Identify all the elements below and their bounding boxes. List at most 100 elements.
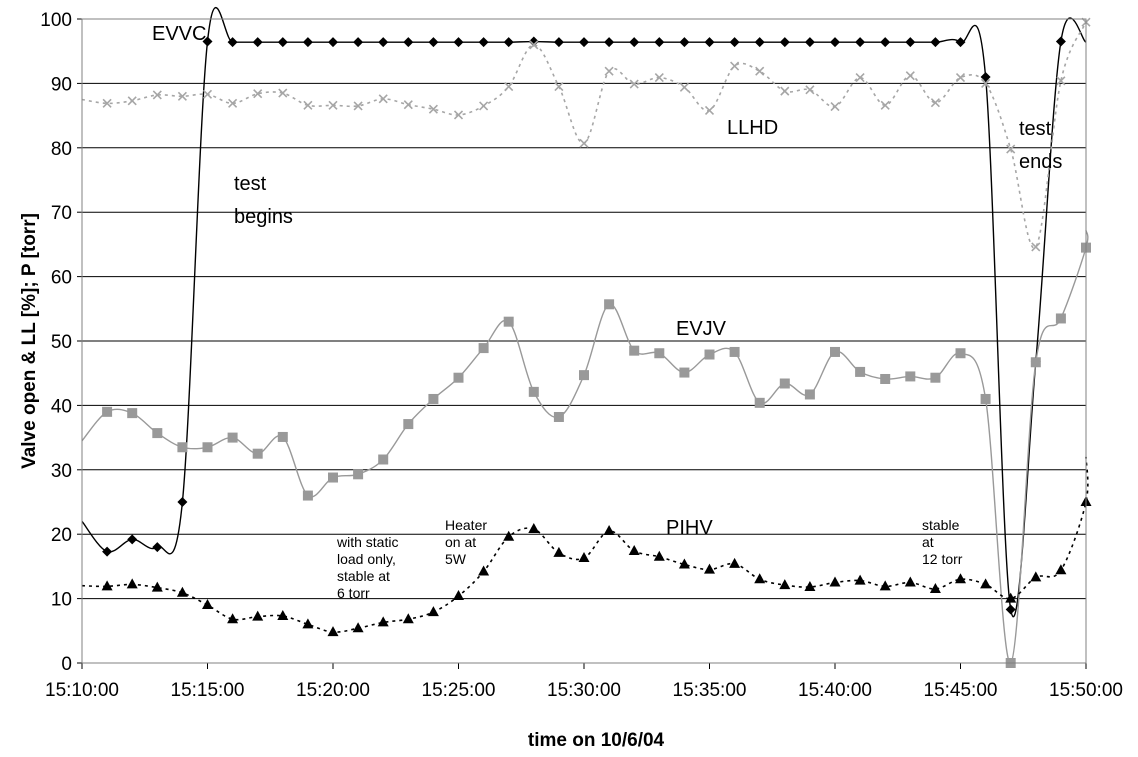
- data-point-evvc: [328, 37, 338, 48]
- data-point-pihv: [678, 558, 690, 569]
- data-point-llhd: [453, 110, 464, 120]
- annotation-heater: Heater on at 5W: [445, 517, 491, 567]
- data-point-evjv: [152, 428, 163, 439]
- data-point-llhd: [353, 101, 363, 111]
- data-point-pihv: [252, 610, 264, 621]
- data-point-evvc: [679, 37, 690, 48]
- data-point-llhd: [177, 91, 187, 101]
- series-label-llhd: LLHD: [727, 117, 778, 139]
- data-point-evjv: [930, 372, 941, 383]
- data-point-pihv: [352, 622, 364, 633]
- data-point-evjv: [378, 454, 389, 465]
- data-point-pihv: [176, 586, 188, 597]
- data-point-pihv: [578, 552, 590, 563]
- series-pihv: [81, 456, 1092, 637]
- data-point-evjv: [1055, 313, 1066, 324]
- data-point-evvc: [378, 37, 389, 48]
- data-point-pihv: [603, 524, 615, 535]
- data-point-pihv: [704, 563, 715, 574]
- y-axis-title: Valve open & LL [%]; P [torr]: [19, 213, 40, 469]
- series-evjv: [81, 230, 1091, 668]
- data-point-llhd: [805, 85, 815, 95]
- data-point-evvc: [830, 37, 840, 48]
- data-point-evvc: [403, 37, 414, 48]
- data-point-llhd: [629, 79, 639, 89]
- data-point-pihv: [628, 544, 640, 555]
- data-point-evvc: [880, 37, 891, 48]
- y-tick-label: 30: [51, 461, 72, 482]
- data-point-llhd: [328, 100, 338, 110]
- data-point-evjv: [754, 397, 765, 408]
- data-point-evvc: [553, 37, 564, 48]
- data-point-llhd: [127, 96, 137, 106]
- data-point-llhd: [278, 88, 288, 98]
- data-point-llhd: [930, 98, 940, 108]
- data-point-evvc: [252, 37, 263, 48]
- data-point-llhd: [905, 71, 915, 81]
- data-point-evjv: [654, 348, 665, 359]
- data-point-llhd: [403, 100, 413, 110]
- data-point-llhd: [228, 98, 238, 108]
- data-point-pihv: [427, 606, 439, 617]
- data-point-evvc: [579, 37, 589, 48]
- data-point-evjv: [629, 345, 640, 356]
- data-point-evjv: [403, 419, 414, 430]
- plot-area-frame: [81, 18, 1087, 664]
- series-evvc: [81, 7, 1087, 618]
- y-tick-label: 70: [51, 203, 72, 224]
- data-point-evvc: [177, 497, 188, 507]
- data-point-llhd: [955, 73, 966, 83]
- series-layer: [81, 7, 1092, 668]
- data-point-llhd: [428, 104, 438, 114]
- data-point-llhd: [604, 66, 614, 76]
- data-point-evvc: [202, 36, 213, 47]
- data-point-pihv: [929, 582, 941, 593]
- data-point-evvc: [127, 534, 138, 545]
- data-point-pihv: [1055, 564, 1067, 575]
- data-point-evjv: [252, 448, 263, 459]
- data-point-evvc: [478, 37, 489, 48]
- data-point-evvc: [152, 542, 163, 553]
- data-point-llhd: [253, 89, 263, 99]
- data-point-pihv: [151, 581, 163, 592]
- y-tick-label: 50: [51, 332, 72, 353]
- data-point-llhd: [152, 90, 162, 100]
- data-point-evvc: [528, 36, 539, 47]
- data-point-evjv: [830, 346, 840, 357]
- data-point-pihv: [804, 581, 816, 592]
- data-point-evjv: [779, 378, 790, 389]
- data-point-evjv: [277, 431, 288, 442]
- data-point-evjv: [1030, 357, 1041, 368]
- x-tick-label: 15:30:00: [547, 680, 621, 701]
- data-point-llhd: [1031, 242, 1041, 252]
- data-point-evjv: [478, 343, 489, 354]
- data-point-pihv: [553, 546, 565, 557]
- data-point-pihv: [955, 573, 966, 584]
- y-axis-tick-labels: 0 10 20 30 40 50 60 70 80 90 100: [40, 10, 82, 675]
- data-point-evvc: [102, 546, 113, 557]
- data-point-pihv: [503, 530, 515, 541]
- data-point-pihv: [101, 580, 113, 591]
- x-axis-tick-labels: 15:10:00 15:15:00 15:20:00 15:25:00 15:30:00…: [45, 663, 1123, 701]
- x-tick-label: 15:20:00: [296, 680, 370, 701]
- data-point-evjv: [227, 432, 238, 443]
- data-point-llhd: [529, 40, 539, 50]
- data-point-llhd: [880, 100, 890, 110]
- x-tick-label: 15:10:00: [45, 680, 119, 701]
- data-point-evjv: [905, 371, 916, 382]
- series-line-pihv: [81, 456, 1089, 633]
- data-point-evvc: [353, 37, 364, 48]
- data-point-evjv: [679, 367, 690, 378]
- data-point-pihv: [729, 557, 741, 568]
- data-point-pihv: [1030, 571, 1042, 582]
- data-point-evjv: [980, 393, 991, 404]
- data-point-evjv: [127, 408, 138, 419]
- data-point-evvc: [779, 37, 790, 48]
- data-point-evjv: [855, 366, 866, 377]
- data-point-pihv: [227, 613, 239, 624]
- data-point-evvc: [1005, 604, 1016, 615]
- data-point-evvc: [930, 37, 941, 48]
- data-point-pihv: [904, 576, 916, 587]
- data-point-evvc: [277, 37, 288, 48]
- data-point-evvc: [1055, 36, 1066, 47]
